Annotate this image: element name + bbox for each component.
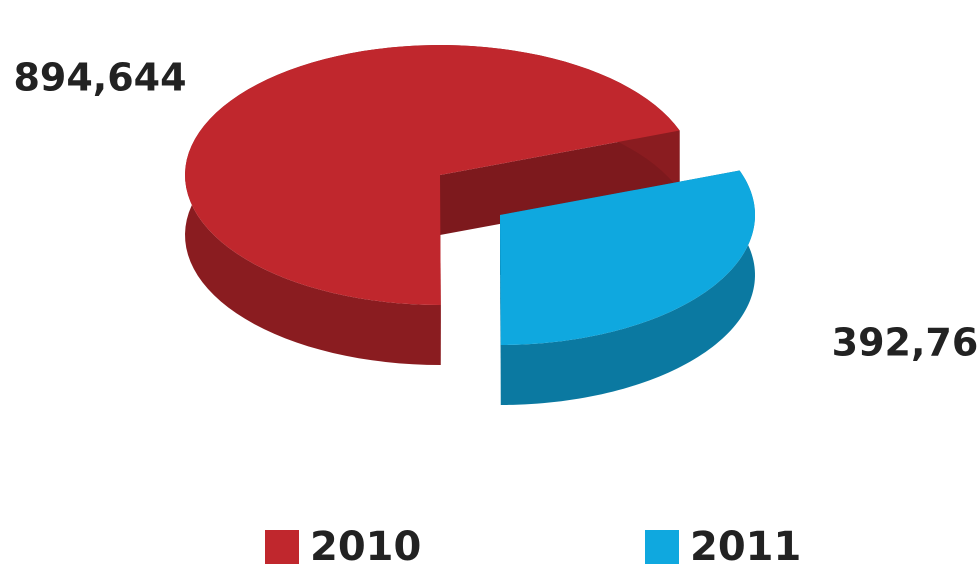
slice-top <box>185 45 680 305</box>
data-label: 894,644 <box>13 56 186 100</box>
legend-swatch <box>265 530 299 564</box>
pie-slice <box>185 45 680 365</box>
legend-swatch <box>645 530 679 564</box>
slice-side <box>500 170 755 405</box>
legend-label: 2010 <box>310 524 421 565</box>
slice-wall <box>500 215 501 405</box>
legend-label: 2011 <box>690 524 801 565</box>
slice-top <box>500 170 755 345</box>
slice-wall <box>440 130 680 235</box>
data-label: 392,76 <box>832 321 979 365</box>
pie-slice <box>500 170 755 405</box>
